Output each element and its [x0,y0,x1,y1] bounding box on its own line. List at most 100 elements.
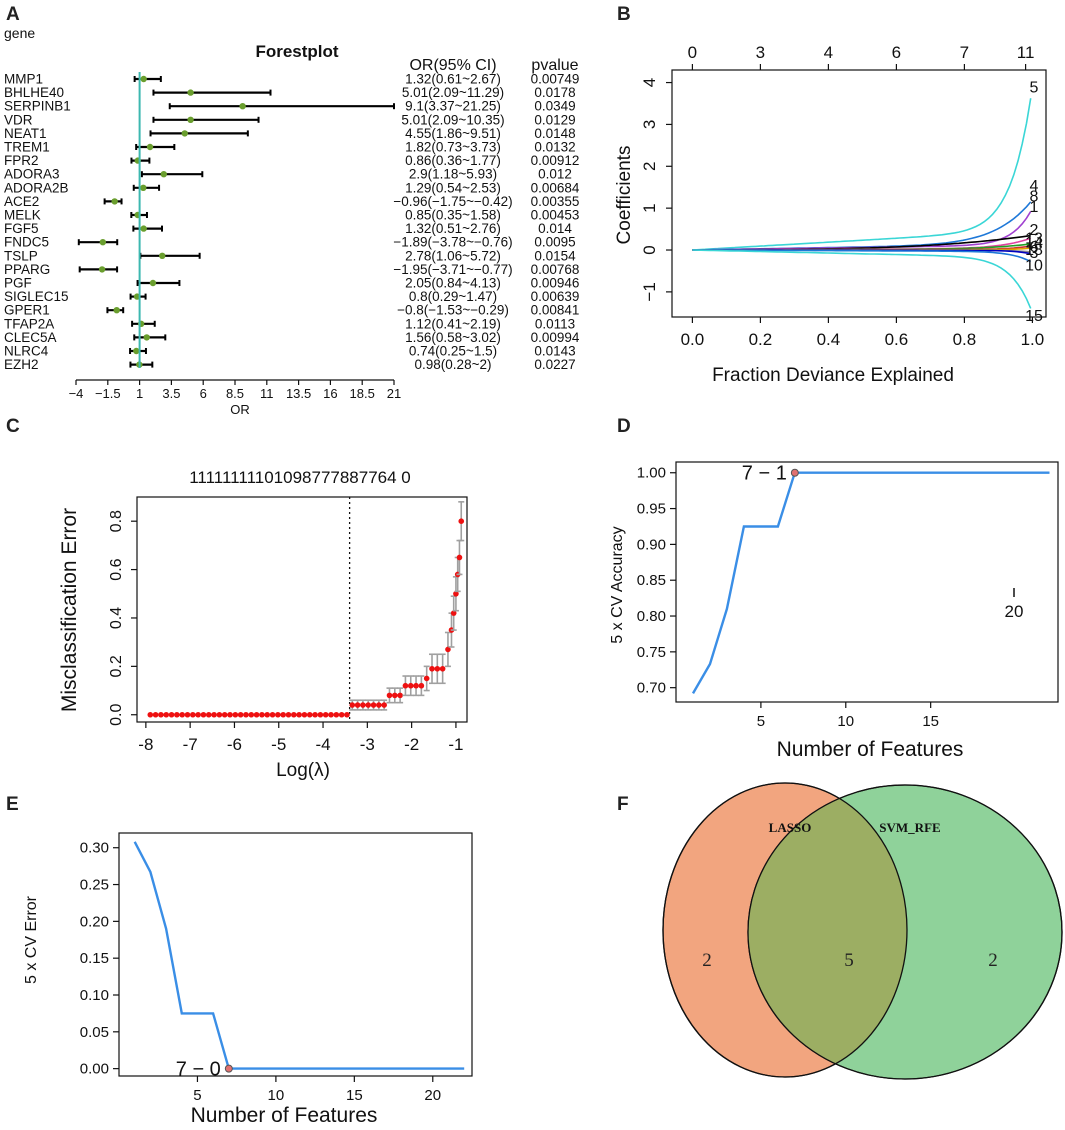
cv-point [200,711,207,718]
coef-x-label: Fraction Deviance Explained [712,365,954,386]
venn-both-count: 5 [844,950,854,971]
forest-gene-label: TSLP [4,248,38,263]
forest-point [140,225,147,232]
forest-gene-label: MMP1 [4,72,43,87]
cv-x-tick-label: -3 [360,735,375,754]
cv-x-tick-label: -5 [271,735,286,754]
cv-point [179,711,185,718]
cv-point [338,711,345,718]
cv-y-tick-label: 0.8 [108,510,125,532]
cv-point [407,682,414,689]
accuracy-x-label: Number of Features [777,738,964,761]
cv-point [147,711,154,718]
cv-x-tick-label: -8 [138,735,153,754]
cv-points [147,501,465,718]
forest-pvalue: 0.0143 [534,344,575,359]
accuracy-plot-frame [675,461,1059,703]
venn-right-count: 2 [988,950,998,971]
coef-top-tick-label: 11 [1017,43,1035,62]
forest-plot-panel: gene Forestplot OR(95% CI) pvalue MMP1 1.… [4,25,580,417]
cv-point [243,711,249,718]
coef-x-tick-label: 1.0 [1021,330,1045,349]
panel-letter-f: F [617,794,629,815]
coef-y-tick-label: 1 [640,203,659,212]
venn-lasso-label: LASSO [769,820,812,835]
svm-error-panel: 7 − 0 5 10 15 20 0.00 0.05 0.10 0.15 0.20 0.25 0.3… [23,832,473,1127]
coef-y-tick-label: −1 [640,282,659,301]
cv-point [280,711,286,718]
forest-or-value: −1.89(−3.78~−0.76) [393,235,512,250]
forest-pvalue: 0.00994 [531,330,580,345]
accuracy-y-tick-label: 0.90 [637,536,666,553]
cv-y-tick-label: 0.4 [108,607,125,629]
forest-gene-label: SIGLEC15 [4,289,69,304]
cv-point [365,702,372,708]
forest-or-value: 0.8(0.29~1.47) [409,289,497,304]
forest-gene-label: GPER1 [4,303,50,318]
error-y-tick-label: 0.00 [80,1061,109,1078]
coef-series [692,98,1032,309]
cv-point [453,590,459,597]
forest-x-axis: −4 −1.5 1 3.5 6 8.5 11 13.5 16 18.5 21 [69,379,401,401]
error-highlight-label: 7 − 0 [176,1059,221,1081]
cv-x-label: Log(λ) [276,760,330,781]
cv-point [429,665,435,672]
cv-lasso-panel: 11111111101098777887764 0 -8 -7 -6 -5 -4 -3 -2… [58,468,468,781]
cv-x-tick-label: -4 [315,735,330,754]
forest-pvalue: 0.00749 [531,72,580,87]
cv-point [259,711,265,718]
panel-letter-e: E [6,794,19,815]
accuracy-y-tick-label: 0.70 [637,680,666,697]
forest-point [140,184,147,191]
accuracy-y-tick-label: 0.95 [637,501,666,518]
error-axes: 5 10 15 20 0.00 0.05 0.10 0.15 0.20 0.25 0.30 [80,840,441,1104]
coef-series-label: 13 [1025,230,1043,247]
cv-x-tick-label: -7 [183,735,198,754]
cv-point [168,711,175,718]
forest-or-value: −0.96(−1.75~−0.42) [393,194,512,209]
forest-or-value: −0.8(−1.53~−0.29) [397,303,509,318]
coef-series-line [692,249,1032,263]
forest-rows: MMP1 1.32(0.61~2.67) 0.00749 BHLHE40 5.01(2.… [4,72,580,373]
forest-or-value: 4.55(1.86~9.51) [405,126,501,141]
coef-series-label: 4 [1030,178,1039,195]
forest-point [146,143,154,151]
error-y-tick-label: 0.15 [80,950,109,967]
coef-series-label: 15 [1025,308,1043,325]
forest-point [113,307,120,314]
venn-left-count: 2 [702,950,712,971]
coef-x-tick-label: 0.0 [681,330,705,349]
forest-or-value: 2.78(1.06~5.72) [405,248,501,263]
forest-gene-label: EZH2 [4,357,39,372]
coef-y-tick-label: 4 [640,78,659,87]
venn-svm-label: SVM_RFE [879,820,940,835]
cv-point [163,711,170,718]
cv-point [397,692,403,699]
venn-overlap [748,785,907,1077]
coef-y-label: Coefficients [614,146,635,245]
cv-x-tick-label: -1 [448,735,463,754]
cv-point [232,711,239,718]
cv-point [391,692,398,699]
error-y-label: 5 x CV Error [23,895,40,984]
forest-point [143,334,150,341]
cv-point [296,711,302,718]
cv-point [158,711,164,718]
cv-point [190,711,196,718]
cv-point [312,711,318,718]
venn-panel: LASSO SVM_RFE 2 5 2 [662,782,1063,1080]
forest-gene-label: NLRC4 [4,344,49,359]
forest-or-value: 0.86(0.36~1.77) [405,153,501,168]
cv-point [434,665,441,672]
forest-x-tick-label: 3.5 [162,386,180,401]
forest-gene-label: FPR2 [4,153,39,168]
error-x-tick-label: 10 [268,1087,285,1104]
error-y-tick-label: 0.05 [80,1024,109,1041]
coef-top-tick-label: 0 [688,43,697,62]
error-y-tick-label: 0.10 [80,987,109,1004]
coef-series-line [692,210,1032,251]
forest-or-value: −1.95(−3.71~−0.77) [393,262,512,277]
cv-plot-frame [136,496,468,723]
forest-pvalue: 0.00684 [531,180,580,195]
